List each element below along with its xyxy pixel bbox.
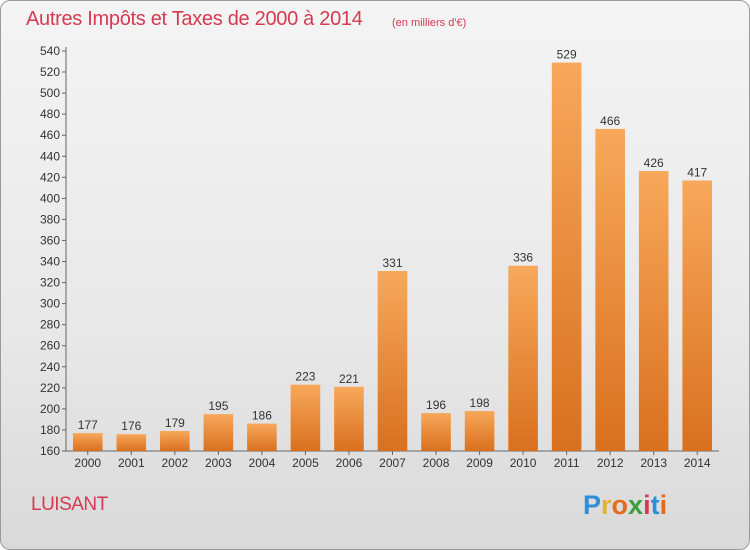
x-tick-label-2013: 2013 [640,456,667,470]
y-tick-label: 200 [40,402,60,416]
y-tick-label: 500 [40,86,60,100]
chart-subtitle: (en milliers d'€) [392,17,467,29]
x-tick-label-2006: 2006 [336,456,363,470]
data-label-2001: 176 [121,419,141,433]
y-tick-label: 160 [40,444,60,458]
x-tick-label-2000: 2000 [74,456,101,470]
logo-letter: x [628,490,644,520]
y-tick-label: 400 [40,191,60,205]
x-tick-label-2007: 2007 [379,456,406,470]
bar-2013 [638,171,669,451]
x-tick-label-2003: 2003 [205,456,232,470]
bar-2009 [464,411,495,451]
y-tick-label: 260 [40,339,60,353]
bar-2007 [377,271,408,451]
bars: 177 176 179 195 186 223 221 331 196 198 336 529 466 4… [72,48,713,451]
x-tick-label-2009: 2009 [466,456,493,470]
bar-2006 [334,386,364,451]
bar-2004 [247,423,277,451]
bar-2003 [203,414,234,451]
data-label-2007: 331 [382,256,402,270]
commune-name: LUISANT [31,494,108,515]
x-tick-label-2005: 2005 [292,456,319,470]
x-tick-label-2008: 2008 [423,456,450,470]
y-tick-label: 180 [40,423,60,437]
x-tick-label-2014: 2014 [684,456,711,470]
y-tick-label: 220 [40,381,60,395]
x-tick-label-2012: 2012 [597,456,624,470]
bar-2005 [290,384,321,451]
data-label-2011: 529 [557,48,577,62]
y-tick-label: 380 [40,212,60,226]
y-tick-label: 440 [40,149,60,163]
chart-title: Autres Impôts et Taxes de 2000 à 2014 [26,8,363,30]
logo-letter: t [650,490,660,520]
logo-letter: i [659,490,668,520]
y-tick-label: 540 [40,44,60,58]
bar-2001 [116,434,147,451]
proxiti-logo[interactable]: Proxiti [583,490,667,521]
data-label-2006: 221 [339,372,359,386]
y-tick-label: 240 [40,360,60,374]
x-tick-label-2010: 2010 [510,456,537,470]
x-tick-label-2002: 2002 [161,456,188,470]
logo-letter: i [643,490,651,520]
bar-2010 [508,265,538,451]
data-label-2000: 177 [78,418,98,432]
x-tick-label-2001: 2001 [118,456,145,470]
logo-letter: o [611,490,629,520]
bar-2008 [421,413,451,451]
bar-2002 [160,431,190,451]
y-tick-label: 300 [40,297,60,311]
y-tick-label: 280 [40,318,60,332]
logo-letter: P [583,490,602,520]
x-tick-label-2004: 2004 [249,456,276,470]
logo-letter: r [601,490,612,520]
bar-2014 [682,180,713,451]
data-label-2009: 198 [470,396,490,410]
y-tick-label: 340 [40,255,60,269]
x-tick-label-2011: 2011 [554,456,580,470]
y-tick-label: 360 [40,233,60,247]
data-label-2003: 195 [208,399,228,413]
data-label-2013: 426 [644,156,664,170]
data-label-2004: 186 [252,409,272,423]
y-tick-label: 480 [40,107,60,121]
y-tick-label: 320 [40,276,60,290]
data-label-2012: 466 [600,114,620,128]
data-label-2008: 196 [426,398,446,412]
bar-2000 [72,433,103,451]
bar-2011 [551,62,582,451]
y-tick-label: 460 [40,128,60,142]
y-tick-label: 420 [40,170,60,184]
y-tick-label: 520 [40,65,60,79]
data-label-2002: 179 [165,416,185,430]
data-label-2005: 223 [295,370,315,384]
data-label-2014: 417 [687,165,707,179]
bar-2012 [595,128,625,451]
data-label-2010: 336 [513,251,533,265]
